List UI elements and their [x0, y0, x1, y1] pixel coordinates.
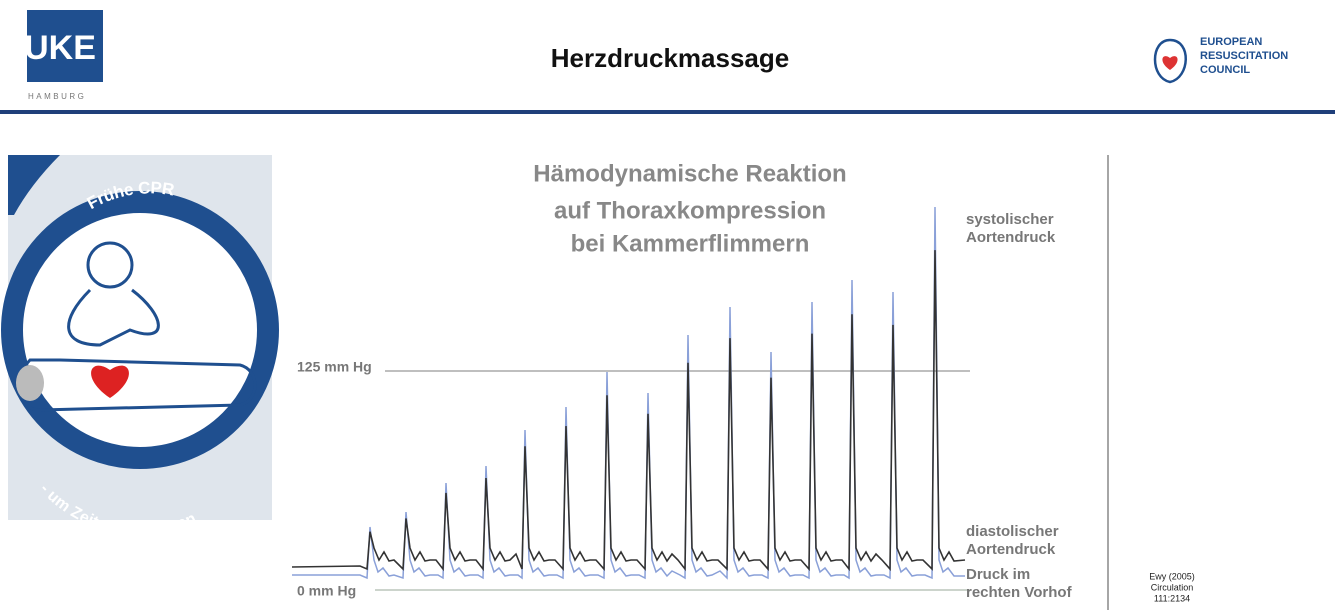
- reference-label: 0 mm Hg: [297, 583, 356, 599]
- erc-text: COUNCIL: [1200, 64, 1250, 76]
- curve-label: Aortendruck: [966, 541, 1056, 558]
- slide: UKE HAMBURG Herzdruckmassage EUROPEAN RE…: [0, 0, 1335, 610]
- erc-logo: EUROPEAN RESUSCITATION COUNCIL: [1155, 36, 1288, 82]
- citation: Circulation: [1151, 582, 1194, 592]
- uke-logo-sub: HAMBURG: [28, 92, 86, 101]
- uke-logo-text: UKE: [24, 29, 96, 67]
- curve-label: Aortendruck: [966, 229, 1056, 246]
- erc-text: RESUSCITATION: [1200, 50, 1288, 62]
- atrial-curve: [292, 207, 965, 578]
- curve-label: Druck im: [966, 566, 1030, 583]
- slide-title: Herzdruckmassage: [551, 43, 789, 73]
- citation: 111:2134: [1154, 593, 1190, 603]
- curve-label: systolischer: [966, 211, 1054, 228]
- curve-label: diastolischer: [966, 523, 1059, 540]
- citation: Ewy (2005): [1149, 571, 1195, 581]
- curve-label: rechten Vorhof: [966, 584, 1073, 601]
- aortic-curve: [292, 250, 965, 569]
- reference-label: 125 mm Hg: [297, 359, 372, 375]
- figure-title: Hämodynamische Reaktion: [533, 160, 846, 187]
- header-rule: [0, 110, 1335, 114]
- figure-title: bei Kammerflimmern: [571, 230, 810, 257]
- cpr-illustration: Frühe CPR - um Zeit zu gewinnen: [8, 155, 272, 539]
- figure-title: auf Thoraxkompression: [554, 197, 826, 224]
- erc-text: EUROPEAN: [1200, 36, 1262, 48]
